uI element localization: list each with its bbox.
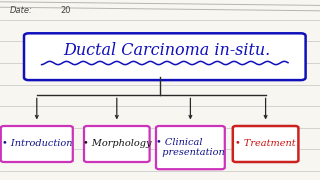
Text: • Treatment: • Treatment bbox=[235, 140, 296, 148]
FancyBboxPatch shape bbox=[233, 126, 298, 162]
FancyBboxPatch shape bbox=[1, 126, 73, 162]
Text: • Introduction: • Introduction bbox=[2, 140, 72, 148]
FancyBboxPatch shape bbox=[84, 126, 149, 162]
Text: • Morphology: • Morphology bbox=[83, 140, 151, 148]
Text: Date:: Date: bbox=[10, 6, 32, 15]
FancyBboxPatch shape bbox=[24, 33, 306, 80]
FancyBboxPatch shape bbox=[156, 126, 225, 169]
Text: 20: 20 bbox=[61, 6, 71, 15]
Text: Ductal Carcinoma in-situ.: Ductal Carcinoma in-situ. bbox=[63, 42, 270, 59]
Text: • Clinical
  presentation: • Clinical presentation bbox=[156, 138, 225, 157]
